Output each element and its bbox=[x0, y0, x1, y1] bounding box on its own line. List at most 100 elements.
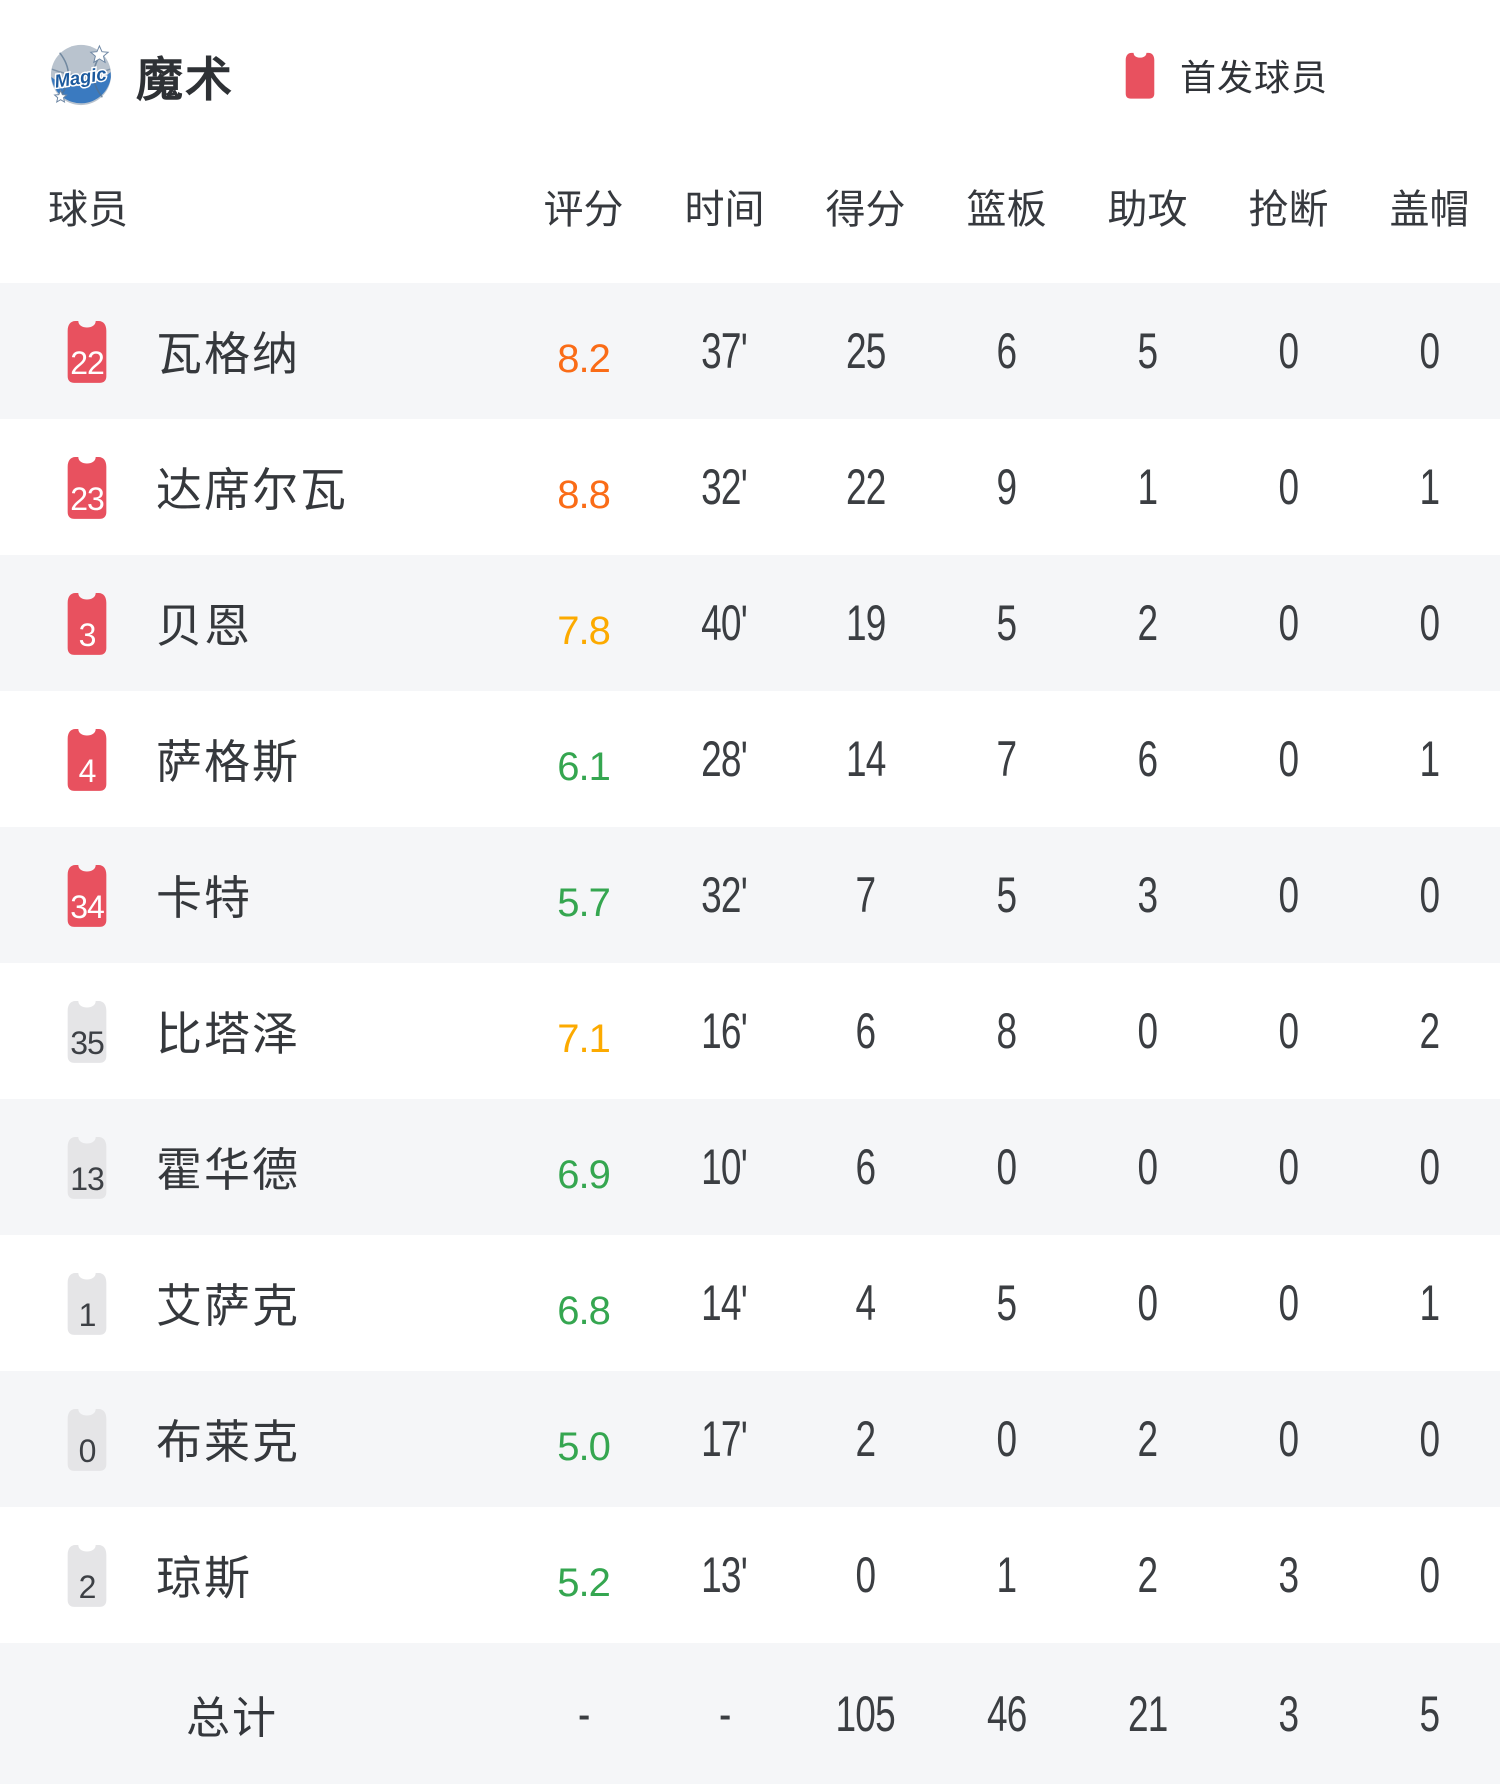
time-cell: 32' bbox=[654, 458, 795, 516]
jersey-icon: 2 bbox=[58, 1541, 116, 1609]
player-row[interactable]: 1 艾萨克 6.8 14' 4 5 0 0 1 bbox=[0, 1235, 1500, 1371]
steals-cell: 0 bbox=[1218, 1410, 1359, 1468]
steals-value: 0 bbox=[1278, 867, 1300, 923]
jersey-icon: 1 bbox=[58, 1269, 116, 1337]
player-table-body: 22 瓦格纳 8.2 37' 25 6 5 0 0 2 3 bbox=[0, 283, 1500, 1643]
player-row[interactable]: 0 布莱克 5.0 17' 2 0 2 0 0 bbox=[0, 1371, 1500, 1507]
rebounds-value: 0 bbox=[996, 1139, 1018, 1195]
steals-value: 0 bbox=[1278, 1411, 1300, 1467]
starters-legend: 首发球员 bbox=[1118, 49, 1328, 101]
rebounds-cell: 9 bbox=[936, 458, 1077, 516]
totals-rebounds: 46 bbox=[986, 1685, 1027, 1742]
player-row[interactable]: 2 琼斯 5.2 13' 0 1 2 3 0 bbox=[0, 1507, 1500, 1643]
player-cell: 1 艾萨克 bbox=[0, 1269, 513, 1337]
points-value: 4 bbox=[855, 1275, 877, 1331]
time-value: 16' bbox=[701, 1003, 748, 1059]
player-cell: 2 琼斯 bbox=[0, 1541, 513, 1609]
steals-cell: 0 bbox=[1218, 730, 1359, 788]
blocks-value: 1 bbox=[1419, 731, 1441, 787]
blocks-cell: 0 bbox=[1359, 1138, 1500, 1196]
jersey-number: 22 bbox=[70, 345, 105, 381]
assists-cell: 2 bbox=[1077, 1546, 1218, 1604]
jersey-number: 4 bbox=[78, 753, 97, 789]
jersey-number: 3 bbox=[78, 617, 97, 653]
totals-points: 105 bbox=[835, 1685, 896, 1742]
player-name: 萨格斯 bbox=[156, 736, 300, 788]
player-row[interactable]: 3 贝恩 7.8 40' 19 5 2 0 0 bbox=[0, 555, 1500, 691]
totals-steals: 3 bbox=[1278, 1685, 1300, 1742]
starters-legend-label: 首发球员 bbox=[1179, 57, 1328, 98]
steals-value: 0 bbox=[1278, 595, 1300, 651]
steals-value: 0 bbox=[1278, 323, 1300, 379]
player-row[interactable]: 13 霍华德 6.9 10' 6 0 0 0 0 bbox=[0, 1099, 1500, 1235]
assists-cell: 5 bbox=[1077, 322, 1218, 380]
column-player: 球员 bbox=[48, 187, 128, 232]
steals-value: 0 bbox=[1278, 1003, 1300, 1059]
points-cell: 6 bbox=[795, 1002, 936, 1060]
player-cell: 34 卡特 bbox=[0, 861, 513, 929]
assists-cell: 1 bbox=[1077, 458, 1218, 516]
steals-value: 0 bbox=[1278, 1139, 1300, 1195]
blocks-cell: 1 bbox=[1359, 730, 1500, 788]
player-row[interactable]: 22 瓦格纳 8.2 37' 25 6 5 0 0 bbox=[0, 283, 1500, 419]
totals-label: 总计 bbox=[186, 1693, 278, 1743]
points-cell: 4 bbox=[795, 1274, 936, 1332]
rebounds-value: 8 bbox=[996, 1003, 1018, 1059]
team-header: Magic 魔术 首发球员 bbox=[0, 0, 1500, 150]
blocks-cell: 2 bbox=[1359, 1002, 1500, 1060]
time-value: 14' bbox=[701, 1275, 748, 1331]
assists-cell: 2 bbox=[1077, 1410, 1218, 1468]
team-name: 魔术 bbox=[136, 52, 234, 106]
steals-cell: 0 bbox=[1218, 866, 1359, 924]
points-cell: 2 bbox=[795, 1410, 936, 1468]
player-row[interactable]: 35 比塔泽 7.1 16' 6 8 0 0 2 bbox=[0, 963, 1500, 1099]
steals-value: 3 bbox=[1278, 1547, 1300, 1603]
time-cell: 17' bbox=[654, 1410, 795, 1468]
assists-cell: 6 bbox=[1077, 730, 1218, 788]
assists-value: 2 bbox=[1137, 1411, 1159, 1467]
rebounds-cell: 0 bbox=[936, 1138, 1077, 1196]
blocks-value: 0 bbox=[1419, 1139, 1441, 1195]
blocks-cell: 0 bbox=[1359, 322, 1500, 380]
assists-value: 6 bbox=[1137, 731, 1159, 787]
steals-cell: 0 bbox=[1218, 458, 1359, 516]
table-column-header: 球员 评分 时间 得分 篮板 助攻 抢断 盖帽 bbox=[0, 150, 1500, 283]
player-name: 霍华德 bbox=[156, 1144, 300, 1196]
rebounds-cell: 7 bbox=[936, 730, 1077, 788]
points-cell: 14 bbox=[795, 730, 936, 788]
player-row[interactable]: 34 卡特 5.7 32' 7 5 3 0 0 bbox=[0, 827, 1500, 963]
assists-cell: 0 bbox=[1077, 1002, 1218, 1060]
rebounds-cell: 8 bbox=[936, 1002, 1077, 1060]
steals-cell: 0 bbox=[1218, 1274, 1359, 1332]
assists-value: 1 bbox=[1137, 459, 1159, 515]
time-cell: 32' bbox=[654, 866, 795, 924]
column-blocks: 盖帽 bbox=[1389, 187, 1470, 232]
jersey-icon: 35 bbox=[58, 997, 116, 1065]
assists-value: 3 bbox=[1137, 867, 1159, 923]
blocks-cell: 1 bbox=[1359, 1274, 1500, 1332]
player-cell: 22 瓦格纳 bbox=[0, 317, 513, 385]
points-cell: 6 bbox=[795, 1138, 936, 1196]
points-cell: 7 bbox=[795, 866, 936, 924]
jersey-icon: 0 bbox=[58, 1405, 116, 1473]
blocks-value: 1 bbox=[1419, 1275, 1441, 1331]
jersey-number: 13 bbox=[70, 1161, 105, 1197]
rebounds-value: 5 bbox=[996, 595, 1018, 651]
rebounds-value: 6 bbox=[996, 323, 1018, 379]
totals-assists: 21 bbox=[1127, 1685, 1168, 1742]
rebounds-value: 5 bbox=[996, 1275, 1018, 1331]
team-logo-icon: Magic bbox=[50, 44, 112, 106]
blocks-value: 2 bbox=[1419, 1003, 1441, 1059]
time-value: 13' bbox=[701, 1547, 748, 1603]
player-row[interactable]: 4 萨格斯 6.1 28' 14 7 6 0 1 bbox=[0, 691, 1500, 827]
player-cell: 13 霍华德 bbox=[0, 1133, 513, 1201]
points-value: 2 bbox=[855, 1411, 877, 1467]
player-row[interactable]: 23 达席尔瓦 8.8 32' 22 9 1 0 1 bbox=[0, 419, 1500, 555]
rebounds-cell: 5 bbox=[936, 1274, 1077, 1332]
player-cell: 4 萨格斯 bbox=[0, 725, 513, 793]
points-value: 6 bbox=[855, 1139, 877, 1195]
time-value: 28' bbox=[701, 731, 748, 787]
steals-value: 0 bbox=[1278, 731, 1300, 787]
steals-cell: 3 bbox=[1218, 1546, 1359, 1604]
jersey-icon: 3 bbox=[58, 589, 116, 657]
